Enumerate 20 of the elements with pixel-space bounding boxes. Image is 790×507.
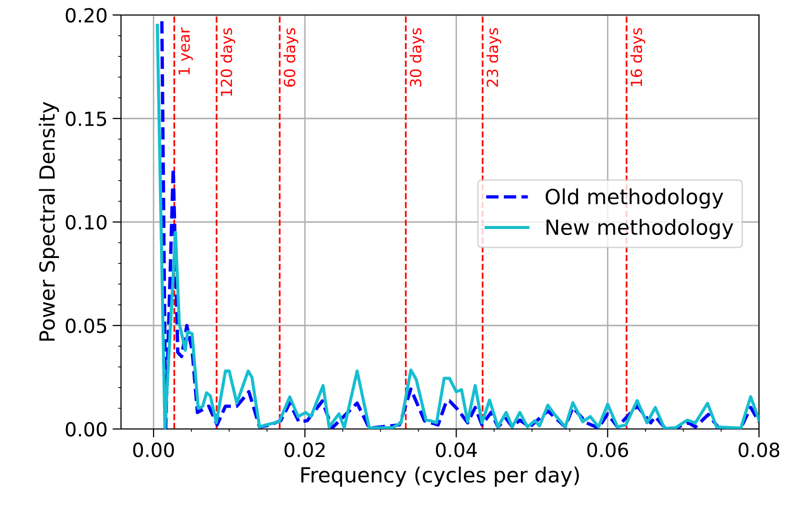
y-tick-label: 0.15 <box>66 111 106 126</box>
y-axis-title: Power Spectral Density <box>38 102 59 341</box>
legend-label: New methodology <box>546 218 734 240</box>
ref-line-label: 23 days <box>486 28 502 87</box>
legend-label: Old methodology <box>546 188 724 209</box>
y-tick-label: 0.00 <box>66 422 107 437</box>
ref-line-label: 120 days <box>220 28 236 96</box>
y-tick-label: 0.05 <box>66 318 106 334</box>
x-axis-title: Frequency (cycles per day) <box>301 466 579 487</box>
ref-line-label: 1 year <box>178 27 193 74</box>
x-tick-label: 0.00 <box>133 442 174 458</box>
ref-line-label: 30 days <box>410 28 424 87</box>
x-tick-label: 0.02 <box>284 442 325 458</box>
x-tick-label: 0.06 <box>587 442 628 458</box>
ref-line-label: 16 days <box>630 28 646 86</box>
y-tick-label: 0.20 <box>66 8 107 23</box>
ref-line-label: 60 days <box>283 28 298 87</box>
x-tick-label: 0.04 <box>436 442 477 458</box>
y-tick-label: 0.10 <box>66 214 107 230</box>
x-tick-label: 0.08 <box>738 442 780 458</box>
